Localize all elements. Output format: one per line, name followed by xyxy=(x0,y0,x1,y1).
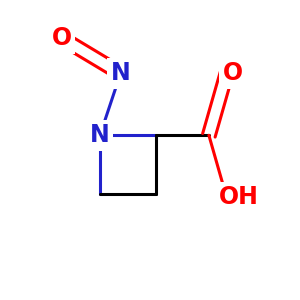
Text: N: N xyxy=(111,61,130,85)
Text: N: N xyxy=(90,123,110,147)
Text: OH: OH xyxy=(218,185,258,209)
Text: O: O xyxy=(52,26,72,50)
Text: O: O xyxy=(222,61,242,85)
